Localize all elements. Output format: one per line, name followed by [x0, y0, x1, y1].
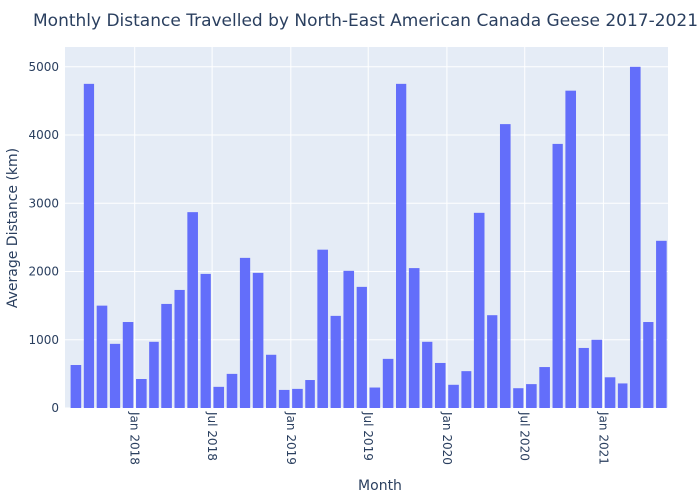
bar [278, 389, 290, 408]
bar [578, 347, 589, 408]
bar [461, 371, 472, 408]
bar [213, 386, 225, 408]
x-tick-label: Jul 2019 [361, 411, 375, 461]
bar [539, 367, 550, 408]
y-tick-label: 3000 [28, 196, 59, 210]
x-tick-label: Jul 2018 [205, 411, 219, 461]
bar [434, 362, 446, 408]
bar [382, 358, 394, 408]
bar [70, 365, 82, 408]
bar [448, 384, 459, 408]
bar [591, 339, 603, 408]
bar [252, 272, 264, 408]
bar [604, 377, 616, 408]
bar [552, 143, 563, 408]
y-axis-label: Average Distance (km) [5, 148, 21, 308]
bar [473, 212, 485, 408]
y-tick-label: 2000 [28, 265, 59, 279]
bar [526, 384, 537, 408]
bar [122, 322, 134, 408]
bar [96, 305, 108, 408]
bar [487, 315, 498, 408]
bar [499, 124, 511, 409]
x-tick-label: Jan 2021 [596, 411, 610, 465]
bar [396, 83, 407, 409]
bar [369, 387, 381, 408]
bar [565, 90, 577, 408]
x-tick-label: Jan 2020 [440, 411, 454, 465]
bar [422, 341, 433, 408]
bar [617, 383, 628, 408]
bar [513, 388, 524, 408]
bar [317, 249, 328, 408]
bar [200, 273, 211, 408]
bar [161, 303, 172, 408]
bar [643, 322, 654, 408]
bar [239, 257, 251, 408]
bar [408, 268, 420, 408]
y-tick-label: 5000 [28, 60, 59, 74]
bar [149, 341, 159, 408]
bar [187, 212, 198, 408]
y-tick-label: 1000 [28, 333, 59, 347]
bar [656, 240, 667, 408]
chart-title: Monthly Distance Travelled by North-East… [33, 11, 698, 31]
bar [266, 354, 277, 408]
bar [343, 270, 355, 408]
bar [305, 380, 315, 408]
bar [109, 343, 121, 408]
bar [292, 388, 303, 408]
y-tick-label: 0 [51, 401, 59, 415]
bar [226, 373, 238, 408]
x-tick-label: Jan 2018 [128, 411, 142, 465]
y-tick-label: 4000 [28, 128, 59, 142]
bar [629, 66, 641, 409]
bar [330, 315, 341, 408]
x-tick-label: Jul 2020 [518, 411, 532, 461]
bar [83, 83, 95, 409]
bar [356, 286, 367, 408]
x-tick-label: Jan 2019 [284, 411, 298, 465]
bar [174, 289, 185, 408]
bar [136, 378, 147, 408]
x-axis-label: Month [358, 478, 402, 494]
